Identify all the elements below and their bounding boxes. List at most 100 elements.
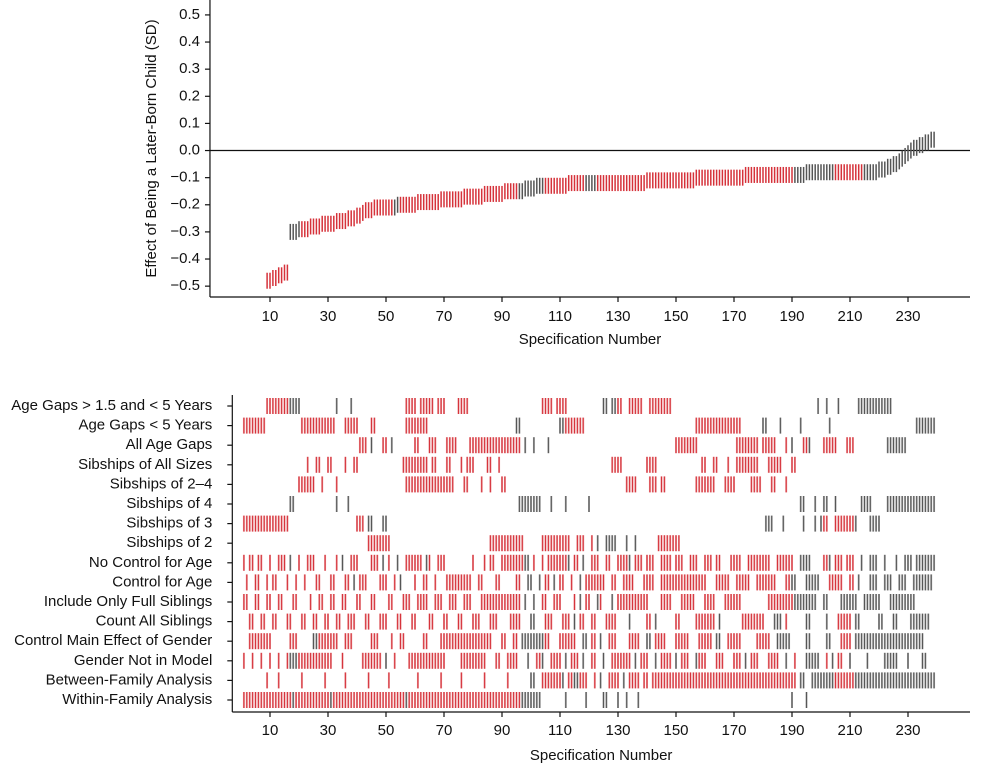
spec-marks [581,652,585,669]
spec-marks [561,613,571,630]
spec-marks [242,515,289,532]
x-tick-label: 90 [494,308,511,325]
spec-marks [381,437,388,454]
spec-marks [825,633,832,650]
spec-marks [285,613,292,630]
spec-marks [268,652,272,669]
spec-marks [596,594,600,610]
spec-marks [500,633,507,650]
spec-marks [541,554,545,571]
y-tick-label: 0.0 [179,142,200,159]
spec-marks [332,692,405,708]
spec-marks [616,398,623,414]
spec-marks [396,554,400,571]
x-tick-label: 10 [262,722,279,739]
spec-marks [915,417,936,434]
spec-marks [854,515,858,532]
spec-marks [570,652,579,669]
spec-marks [610,652,632,669]
spec-marks [674,554,684,571]
spec-marks [549,496,553,512]
spec-marks [767,652,779,669]
spec-marks [297,554,301,571]
spec-marks [544,613,553,630]
spec-marks [288,633,298,650]
spec-marks [793,594,817,610]
spec-marks [625,476,637,493]
spec-marks [616,554,629,571]
spec-marks [248,554,255,571]
spec-marks [816,398,820,414]
spec-marks [294,692,330,708]
spec-marks [396,613,402,630]
spec-marks [285,652,289,669]
spec-marks [784,476,788,493]
spec-marks [552,594,562,610]
spec-marks [558,633,576,650]
spec-marks [488,476,492,493]
spec-marks [599,594,603,610]
spec-marks [506,652,518,669]
spec-marks [410,613,417,630]
spec-marks [657,535,681,552]
spec-marks [581,554,585,571]
spec-marks [590,613,597,630]
row-label: Control for Age [112,573,212,590]
spec-marks [648,398,672,414]
spec-marks [805,633,811,650]
spec-marks [857,398,893,414]
spec-marks [517,496,542,512]
spec-marks [341,594,347,610]
spec-marks [445,456,452,473]
spec-marks [494,652,501,669]
spec-marks [625,692,629,708]
spec-marks [854,613,861,630]
spec-marks [660,574,707,591]
spec-marks [538,574,542,591]
spec-marks [790,456,797,473]
spec-marks [715,574,730,591]
spec-marks [703,594,716,610]
spec-marks [836,613,852,630]
spec-marks [784,574,791,591]
spec-marks [352,456,359,473]
spec-marks [813,515,817,532]
spec-marks [314,456,321,473]
spec-marks [599,672,603,689]
spec-marks [251,652,255,669]
spec-marks [886,437,907,454]
spec-marks [433,574,437,591]
spec-marks [506,672,510,689]
spec-marks [436,554,446,571]
spec-marks [254,594,260,610]
spec-marks [680,594,695,610]
spec-marks [393,574,397,591]
row-label: Sibships of 4 [126,495,212,512]
spec-marks [532,437,536,454]
row-label: Sibships of All Sizes [78,456,212,473]
x-tick-label: 170 [721,722,746,739]
spec-marks [805,652,820,669]
x-tick-label: 10 [262,308,279,325]
spec-marks [825,652,829,669]
spec-marks [544,574,550,591]
spec-marks [349,554,359,571]
spec-marks [404,398,417,414]
spec-marks [285,574,289,591]
spec-marks [715,652,724,669]
spec-marks [616,594,649,610]
x-tick-label: 150 [663,722,688,739]
y-axis-title: Effect of Being a Later-Born Child (SD) [143,19,160,277]
spec-marks [822,554,829,571]
spec-marks [883,652,898,669]
spec-marks [573,613,576,630]
spec-marks [633,652,637,669]
spec-marks [625,535,629,552]
spec-marks [300,417,336,434]
y-tick-label: −0.3 [170,223,200,240]
spec-marks [773,613,782,630]
spec-marks [314,574,321,591]
spec-marks [358,437,368,454]
spec-marks [622,574,634,591]
